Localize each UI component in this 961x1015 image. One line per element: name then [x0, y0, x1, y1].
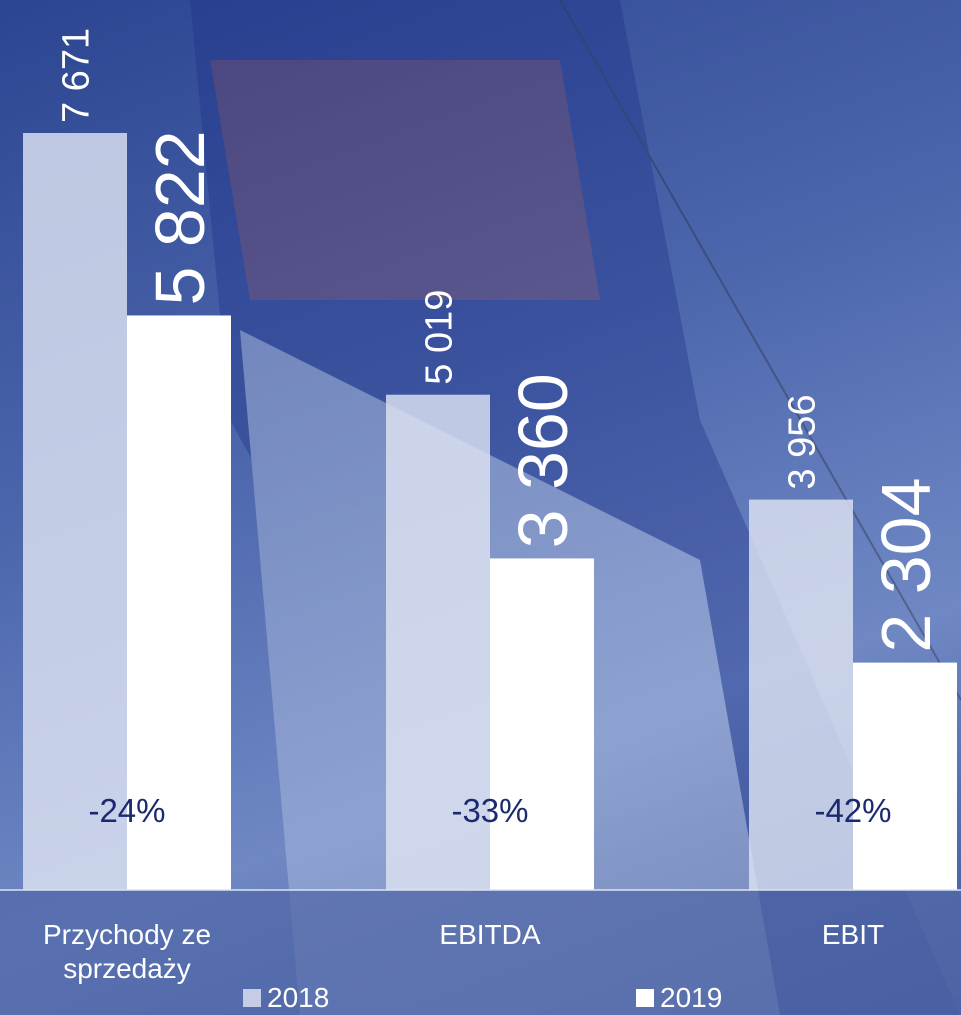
change-annotation: -24%	[88, 792, 165, 829]
legend-swatch	[243, 989, 261, 1007]
value-label: 3 956	[782, 395, 824, 490]
category-label: EBITDA	[365, 918, 615, 952]
value-label: 5 019	[419, 290, 461, 385]
legend-label: 2018	[267, 982, 329, 1014]
value-label: 5 822	[141, 130, 219, 305]
change-annotation: -42%	[814, 792, 891, 829]
category-label: Przychody ze sprzedaży	[2, 918, 252, 986]
legend-item: 2018	[243, 982, 329, 1014]
legend-item: 2019	[636, 982, 722, 1014]
chart: 7 671 5 822 -24% 5 019 3 360 -33% 3 956 2 304 -4…	[0, 0, 961, 1015]
bar	[23, 133, 127, 890]
category-label: EBIT	[728, 918, 961, 952]
bar	[749, 500, 853, 890]
value-label: 2 304	[867, 477, 945, 652]
chart-page: 7 671 5 822 -24% 5 019 3 360 -33% 3 956 2 304 -4…	[0, 0, 961, 1015]
value-label: 7 671	[56, 28, 98, 123]
legend-label: 2019	[660, 982, 722, 1014]
value-label: 3 360	[504, 373, 582, 548]
bar	[490, 558, 594, 890]
legend-swatch	[636, 989, 654, 1007]
change-annotation: -33%	[451, 792, 528, 829]
bar	[853, 663, 957, 890]
